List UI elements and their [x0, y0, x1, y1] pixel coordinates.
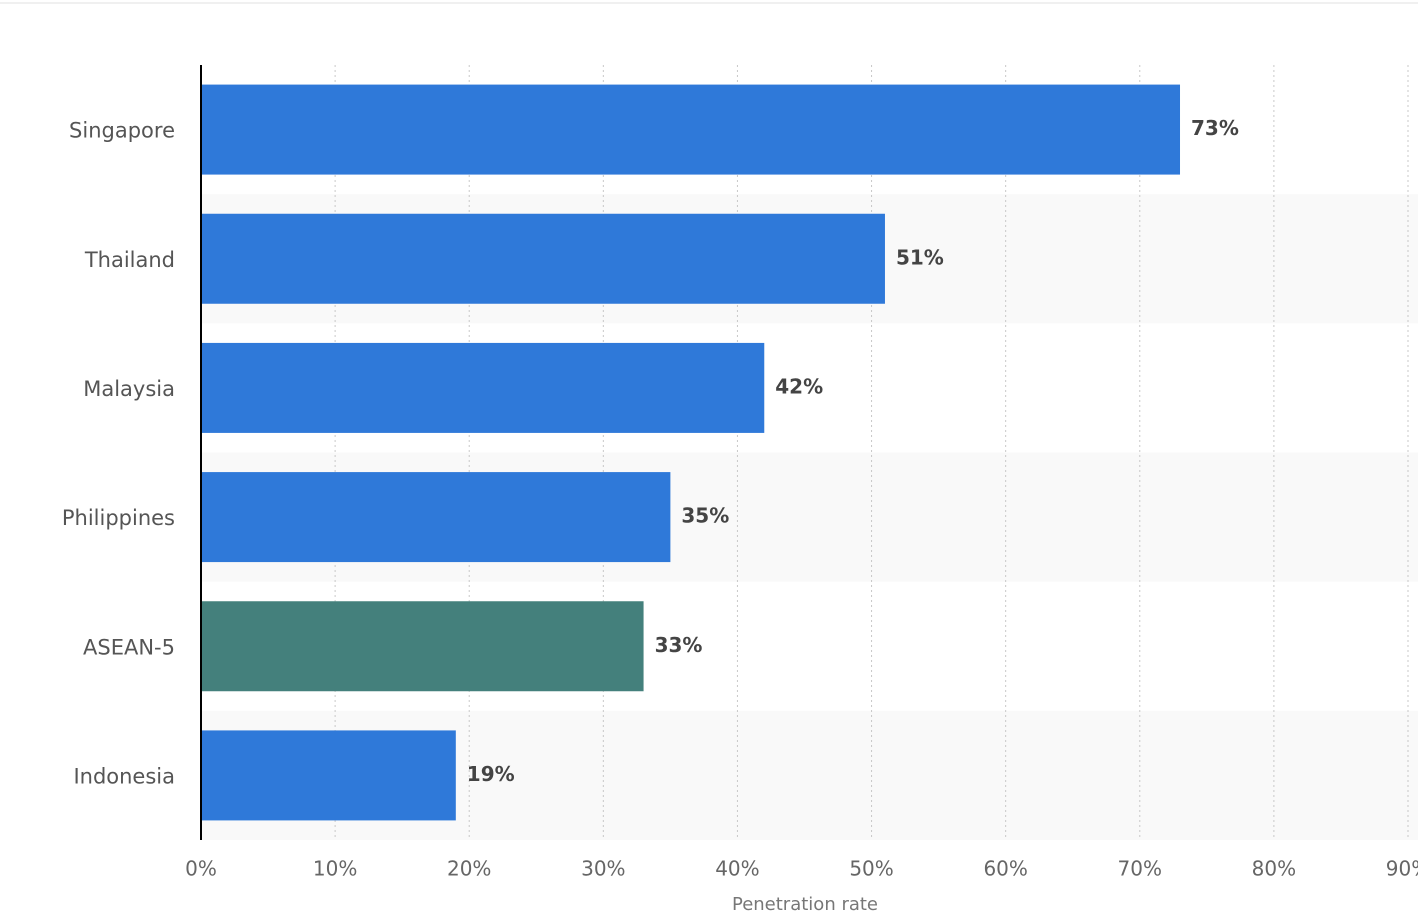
x-tick-label: 50% [849, 857, 893, 881]
y-tick-label: Philippines [62, 506, 175, 530]
value-label: 19% [467, 762, 515, 786]
x-tick-label: 70% [1118, 857, 1162, 881]
x-tick-label: 80% [1252, 857, 1296, 881]
top-border [0, 2, 1418, 4]
y-tick-label: ASEAN-5 [83, 635, 175, 659]
x-tick-label: 0% [185, 857, 217, 881]
x-tick-label: 90% [1386, 857, 1418, 881]
x-axis-title: Penetration rate [732, 894, 878, 915]
bar [201, 84, 1181, 175]
bar [201, 601, 644, 692]
y-tick-label: Malaysia [83, 377, 175, 401]
x-tick-label: 30% [581, 857, 625, 881]
bar [201, 730, 456, 821]
value-label: 42% [775, 374, 823, 398]
bar [201, 213, 885, 304]
bar [201, 472, 671, 563]
y-tick-label: Indonesia [73, 764, 175, 788]
bar [201, 342, 765, 433]
y-tick-label: Thailand [84, 248, 175, 272]
value-label: 51% [896, 245, 944, 269]
x-tick-label: 20% [447, 857, 491, 881]
value-label: 33% [655, 633, 703, 657]
value-label: 73% [1191, 116, 1239, 140]
x-tick-label: 60% [983, 857, 1027, 881]
value-label: 35% [681, 504, 729, 528]
y-tick-label: Singapore [69, 119, 175, 143]
x-tick-label: 40% [715, 857, 759, 881]
x-tick-label: 10% [313, 857, 357, 881]
